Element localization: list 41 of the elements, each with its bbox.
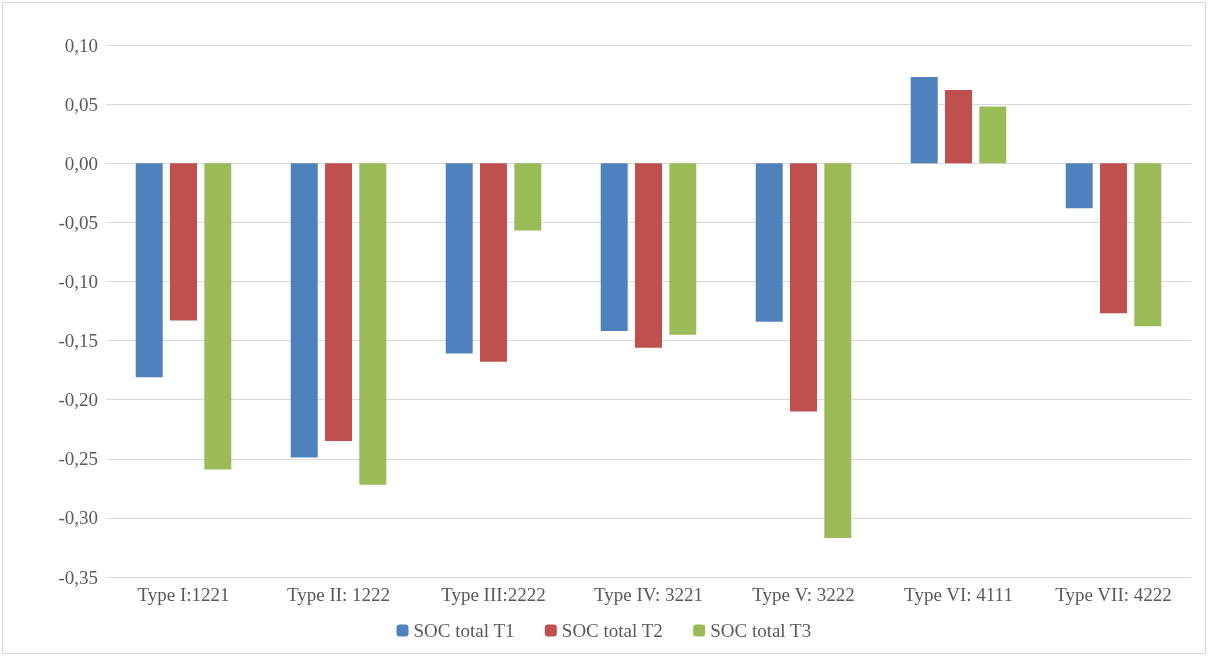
bar [755, 163, 783, 322]
bar [635, 163, 662, 348]
bar [1065, 163, 1093, 209]
bar [445, 163, 473, 354]
legend-label: SOC total T2 [561, 620, 663, 641]
bar [790, 163, 817, 412]
bar [910, 76, 938, 164]
bar [359, 163, 387, 485]
bar [170, 163, 197, 321]
x-tick-label: Type I:1221 [137, 584, 230, 605]
bar [325, 163, 352, 442]
x-tick-label: Type VII: 4222 [1055, 584, 1172, 605]
bar [945, 89, 972, 164]
y-tick-label: -0,30 [58, 507, 98, 529]
y-tick-label: -0,15 [58, 330, 98, 352]
bar [600, 163, 628, 332]
bar [1100, 163, 1127, 314]
y-tick-label: -0,35 [58, 566, 98, 588]
bar [824, 163, 852, 538]
bar [979, 106, 1007, 164]
bar [290, 163, 318, 458]
bar [204, 163, 232, 470]
y-tick-label: 0,10 [64, 34, 98, 56]
bar [669, 163, 697, 335]
bar [480, 163, 507, 362]
y-tick-label: 0,05 [64, 93, 98, 115]
x-tick-label: Type V: 3222 [752, 584, 855, 605]
x-tick-label: Type III:2222 [441, 584, 546, 605]
x-tick-label: Type II: 1222 [286, 584, 391, 605]
y-tick-label: -0,20 [58, 389, 98, 411]
x-tick-label: Type IV: 3221 [593, 584, 704, 605]
legend-label: SOC total T3 [710, 620, 812, 641]
y-tick-label: -0,05 [58, 211, 98, 233]
y-tick-label: -0,25 [58, 448, 98, 470]
bar [514, 163, 542, 231]
y-tick-label: -0,10 [58, 270, 98, 292]
y-tick-label: 0,00 [64, 152, 98, 174]
bar [1134, 163, 1162, 327]
x-tick-label: Type VI: 4111 [904, 584, 1013, 605]
bar [135, 163, 163, 378]
legend-label: SOC total T1 [413, 620, 515, 641]
